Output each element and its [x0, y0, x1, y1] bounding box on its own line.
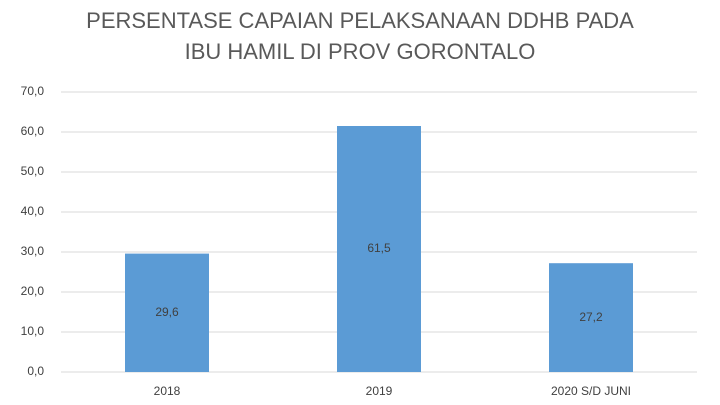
bar: [337, 126, 421, 372]
chart-title: IBU HAMIL DI PROV GORONTALO: [185, 39, 536, 64]
y-tick-label: 30,0: [21, 244, 45, 258]
x-tick-label: 2019: [366, 384, 393, 398]
bar: [549, 263, 633, 372]
chart-title: PERSENTASE CAPAIAN PELAKSANAAN DDHB PADA: [86, 8, 634, 33]
y-tick-label: 70,0: [21, 84, 45, 98]
data-label: 29,6: [155, 305, 179, 319]
x-tick-label: 2020 S/D JUNI: [551, 384, 631, 398]
y-tick-label: 0,0: [27, 364, 44, 378]
y-tick-label: 10,0: [21, 324, 45, 338]
y-tick-label: 20,0: [21, 284, 45, 298]
y-tick-label: 60,0: [21, 124, 45, 138]
bar: [125, 253, 209, 372]
data-label: 61,5: [367, 241, 391, 255]
x-tick-label: 2018: [154, 384, 181, 398]
data-label: 27,2: [579, 310, 603, 324]
y-tick-label: 50,0: [21, 164, 45, 178]
y-tick-label: 40,0: [21, 204, 45, 218]
